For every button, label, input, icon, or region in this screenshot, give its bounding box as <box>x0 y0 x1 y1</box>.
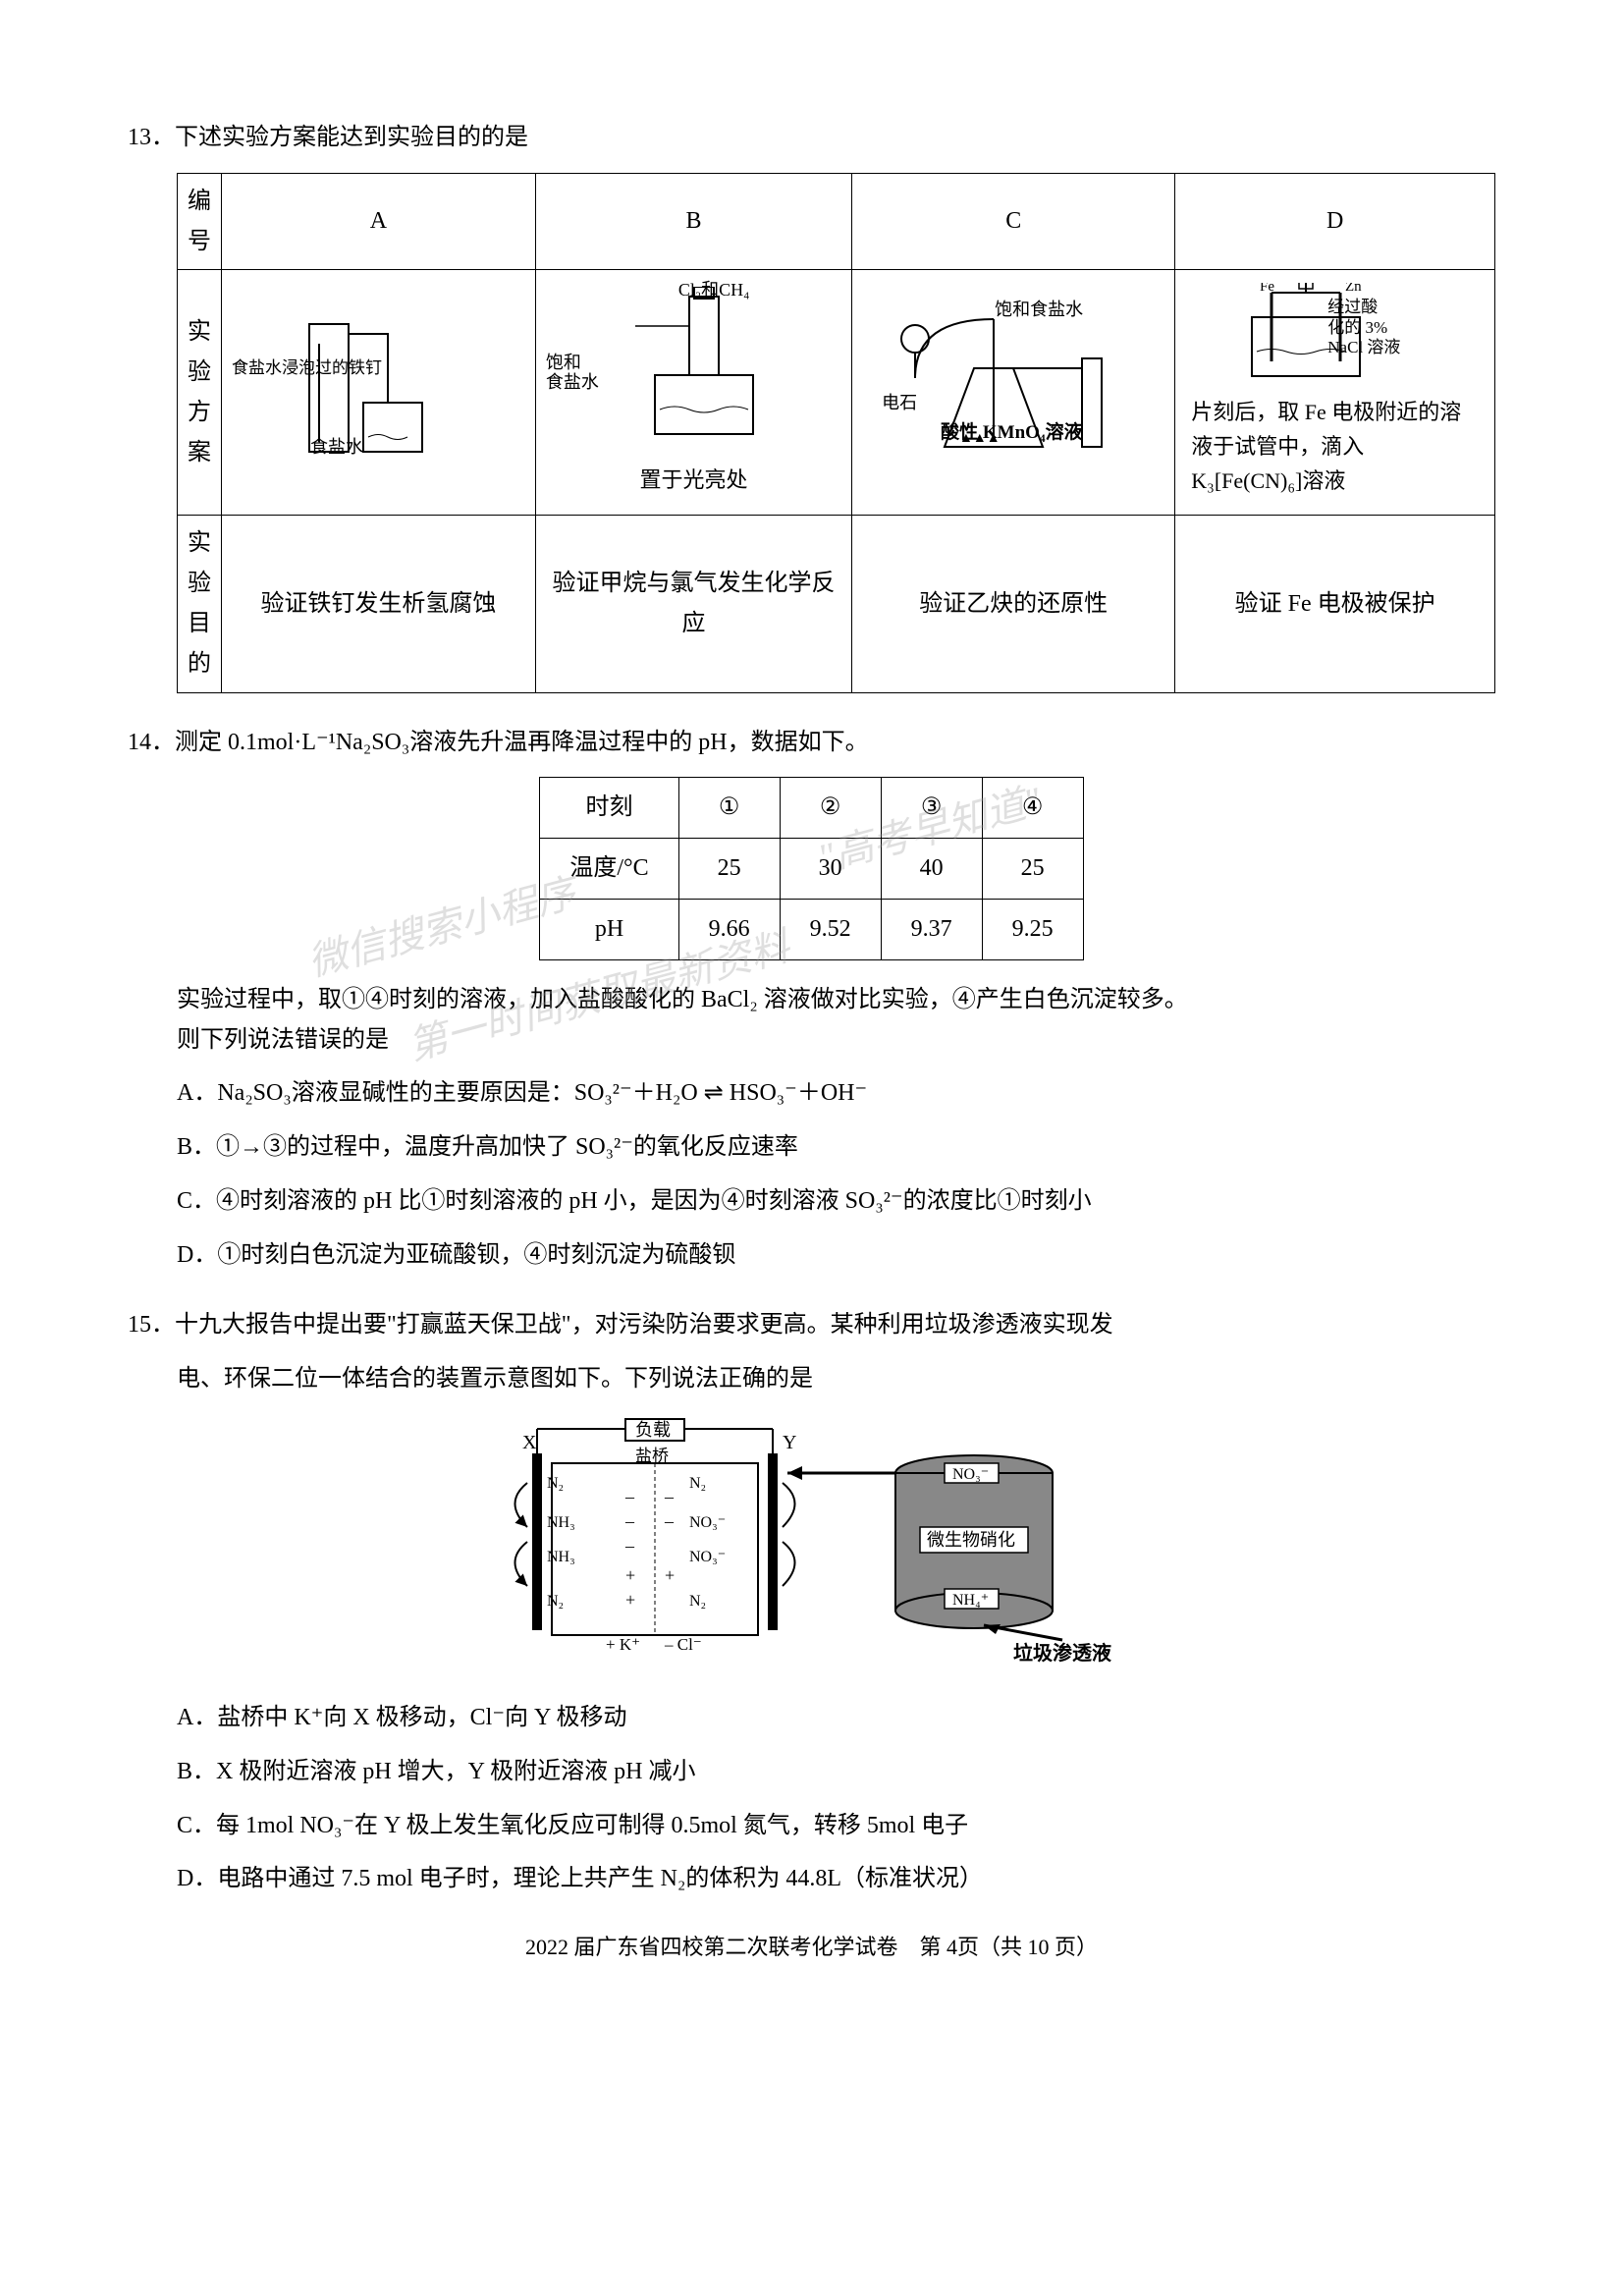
svg-text:NO₃⁻: NO₃⁻ <box>689 1549 726 1565</box>
svg-text:N₂: N₂ <box>547 1593 564 1610</box>
svg-text:N₂: N₂ <box>547 1475 564 1492</box>
dt-h0: 时刻 <box>540 778 678 839</box>
dt-h3: ③ <box>881 778 982 839</box>
diagram-A-label2: 食盐水 <box>310 432 363 463</box>
question-13: 13．下述实验方案能达到实验目的的是 编号 A B C D 实验 方案 食盐水浸… <box>128 118 1495 693</box>
svg-text:–: – <box>624 1487 635 1506</box>
dt-r0c2: 30 <box>780 839 881 900</box>
q13-stem: 13．下述实验方案能达到实验目的的是 <box>128 118 1495 158</box>
q14-option-D: D．①时刻白色沉淀为亚硫酸钡，④时刻沉淀为硫酸钡 <box>128 1235 1495 1276</box>
scheme-row-label: 实验 方案 <box>178 270 222 516</box>
q15-option-D: D．电路中通过 7.5 mol 电子时，理论上共产生 N₂的体积为 44.8L（… <box>128 1859 1495 1899</box>
q14-number: 14． <box>128 730 175 755</box>
diagram-A-label1: 食盐水浸泡过的铁钉 <box>232 358 382 378</box>
q13-table: 编号 A B C D 实验 方案 食盐水浸泡过的铁钉 食盐水 <box>177 173 1495 693</box>
svg-text:– Cl⁻: – Cl⁻ <box>664 1635 702 1654</box>
dt-r1c1: 9.66 <box>678 899 780 959</box>
label-bridge: 盐桥 <box>635 1447 669 1465</box>
diagram-B-label1: Cl₂和CH₄ <box>678 275 750 305</box>
svg-text:+: + <box>665 1565 675 1585</box>
purpose-D: 验证 Fe 电极被保护 <box>1175 516 1495 692</box>
svg-text:NO₃⁻: NO₃⁻ <box>689 1514 726 1531</box>
dt-h2: ② <box>780 778 881 839</box>
dt-r1c3: 9.37 <box>881 899 982 959</box>
svg-text:N₂: N₂ <box>689 1475 706 1492</box>
q15-stem: 15．十九大报告中提出要"打赢蓝天保卫战"，对污染防治要求更高。某种利用垃圾渗透… <box>128 1305 1495 1345</box>
dt-r1c2: 9.52 <box>780 899 881 959</box>
purpose-A: 验证铁钉发生析氢腐蚀 <box>222 516 536 692</box>
label-Y: Y <box>783 1432 796 1453</box>
dt-r0c4: 25 <box>982 839 1083 900</box>
question-14: 14．测定 0.1mol·L⁻¹Na₂SO₃溶液先升温再降温过程中的 pH，数据… <box>128 723 1495 1276</box>
dt-r0c3: 40 <box>881 839 982 900</box>
q14-context1: 实验过程中，取①④时刻的溶液，加入盐酸酸化的 BaCl₂ 溶液做对比实验，④产生… <box>128 980 1495 1020</box>
label-X: X <box>522 1432 537 1453</box>
svg-text:–: – <box>664 1487 675 1506</box>
diagram-B: Cl₂和CH₄ 饱和食盐水 置于光亮处 <box>535 270 851 516</box>
diagram-D: Fe Zn 经过酸化的 3%NaCl 溶液 片刻后，取 Fe 电极附近的溶液于试… <box>1175 270 1495 516</box>
diagram-D-extra: 片刻后，取 Fe 电极附近的溶液于试管中，滴入 K₃[Fe(CN)₆]溶液 <box>1185 391 1485 503</box>
col-D: D <box>1175 173 1495 270</box>
svg-text:–: – <box>664 1511 675 1531</box>
svg-text:NO₃⁻: NO₃⁻ <box>952 1466 989 1483</box>
diagram-B-below: 置于光亮处 <box>546 462 841 498</box>
q15-number: 15． <box>128 1312 175 1338</box>
diagram-C-label3: 酸性 KMnO₄溶液 <box>941 417 1083 449</box>
svg-text:+: + <box>625 1565 635 1585</box>
dt-r0c1: 25 <box>678 839 780 900</box>
svg-text:NH₃: NH₃ <box>547 1514 575 1531</box>
table-header-label: 编号 <box>178 173 222 270</box>
svg-text:NH₄⁺: NH₄⁺ <box>952 1592 989 1609</box>
label-trash: 垃圾渗透液 <box>1013 1641 1112 1665</box>
q14-stem-text: 测定 0.1mol·L⁻¹Na₂SO₃溶液先升温再降温过程中的 pH，数据如下。 <box>175 730 869 755</box>
q15-option-C: C．每 1mol NO₃⁻在 Y 极上发生氧化反应可制得 0.5mol 氮气，转… <box>128 1806 1495 1846</box>
diagram-B-svg <box>596 287 792 454</box>
q13-number: 13． <box>128 125 175 150</box>
q15-diagram: X Y 负载 盐桥 N₂ NH₃ NH₃ N₂ – – – <box>128 1414 1495 1683</box>
q15-option-A: A．盐桥中 K⁺向 X 极移动，Cl⁻向 Y 极移动 <box>128 1698 1495 1738</box>
q14-option-C: C．④时刻溶液的 pH 比①时刻溶液的 pH 小，是因为④时刻溶液 SO₃²⁻的… <box>128 1181 1495 1222</box>
q14-context2: 则下列说法错误的是 <box>128 1020 1495 1061</box>
dt-r0c0: 温度/°C <box>540 839 678 900</box>
svg-text:+: + <box>625 1590 635 1610</box>
dt-h4: ④ <box>982 778 1083 839</box>
col-C: C <box>852 173 1175 270</box>
diagram-C-label2: 电石 <box>882 388 917 418</box>
q14-option-A: A．Na₂SO₃溶液显碱性的主要原因是：SO₃²⁻＋H₂O ⇌ HSO₃⁻＋OH… <box>128 1073 1495 1114</box>
diagram-C-label1: 饱和食盐水 <box>995 295 1083 325</box>
q14-option-B: B．①→③的过程中，温度升高加快了 SO₃²⁻的氧化反应速率 <box>128 1127 1495 1168</box>
purpose-row-label: 实验 目的 <box>178 516 222 692</box>
svg-text:+ K⁺: + K⁺ <box>606 1635 640 1654</box>
q14-table: 时刻 ① ② ③ ④ 温度/°C 25 30 40 25 pH 9.66 9.5… <box>539 777 1083 959</box>
svg-text:–: – <box>624 1536 635 1556</box>
diagram-A: 食盐水浸泡过的铁钉 食盐水 <box>222 270 536 516</box>
page-footer: 2022 届广东省四校第二次联考化学试卷 第 4页（共 10 页） <box>128 1929 1495 1965</box>
svg-text:Zn: Zn <box>1345 283 1362 295</box>
label-load: 负载 <box>635 1420 671 1440</box>
diagram-C-svg: ▲▲▲ <box>886 309 1141 476</box>
purpose-C: 验证乙炔的还原性 <box>852 516 1175 692</box>
q15-stem2: 电、环保二位一体结合的装置示意图如下。下列说法正确的是 <box>128 1359 1495 1399</box>
diagram-C: ▲▲▲ 饱和食盐水 电石 酸性 KMnO₄溶液 <box>852 270 1175 516</box>
question-15: 15．十九大报告中提出要"打赢蓝天保卫战"，对污染防治要求更高。某种利用垃圾渗透… <box>128 1305 1495 1900</box>
q15-stem1: 十九大报告中提出要"打赢蓝天保卫战"，对污染防治要求更高。某种利用垃圾渗透液实现… <box>175 1312 1113 1338</box>
dt-h1: ① <box>678 778 780 839</box>
diagram-D-label3: 经过酸化的 3%NaCl 溶液 <box>1327 298 1400 357</box>
col-B: B <box>535 173 851 270</box>
svg-text:Fe: Fe <box>1260 283 1274 295</box>
svg-text:NH₃: NH₃ <box>547 1549 575 1565</box>
diagram-B-label2: 饱和食盐水 <box>546 354 599 393</box>
q14-stem: 14．测定 0.1mol·L⁻¹Na₂SO₃溶液先升温再降温过程中的 pH，数据… <box>128 723 1495 763</box>
q15-option-B: B．X 极附近溶液 pH 增大，Y 极附近溶液 pH 减小 <box>128 1752 1495 1792</box>
purpose-B: 验证甲烷与氯气发生化学反应 <box>535 516 851 692</box>
svg-text:–: – <box>624 1511 635 1531</box>
q15-svg: X Y 负载 盐桥 N₂ NH₃ NH₃ N₂ – – – <box>493 1414 1131 1669</box>
col-A: A <box>222 173 536 270</box>
dt-r1c4: 9.25 <box>982 899 1083 959</box>
dt-r1c0: pH <box>540 899 678 959</box>
label-bio: 微生物硝化 <box>927 1530 1015 1550</box>
q13-stem-text: 下述实验方案能达到实验目的的是 <box>175 125 528 150</box>
svg-text:N₂: N₂ <box>689 1593 706 1610</box>
